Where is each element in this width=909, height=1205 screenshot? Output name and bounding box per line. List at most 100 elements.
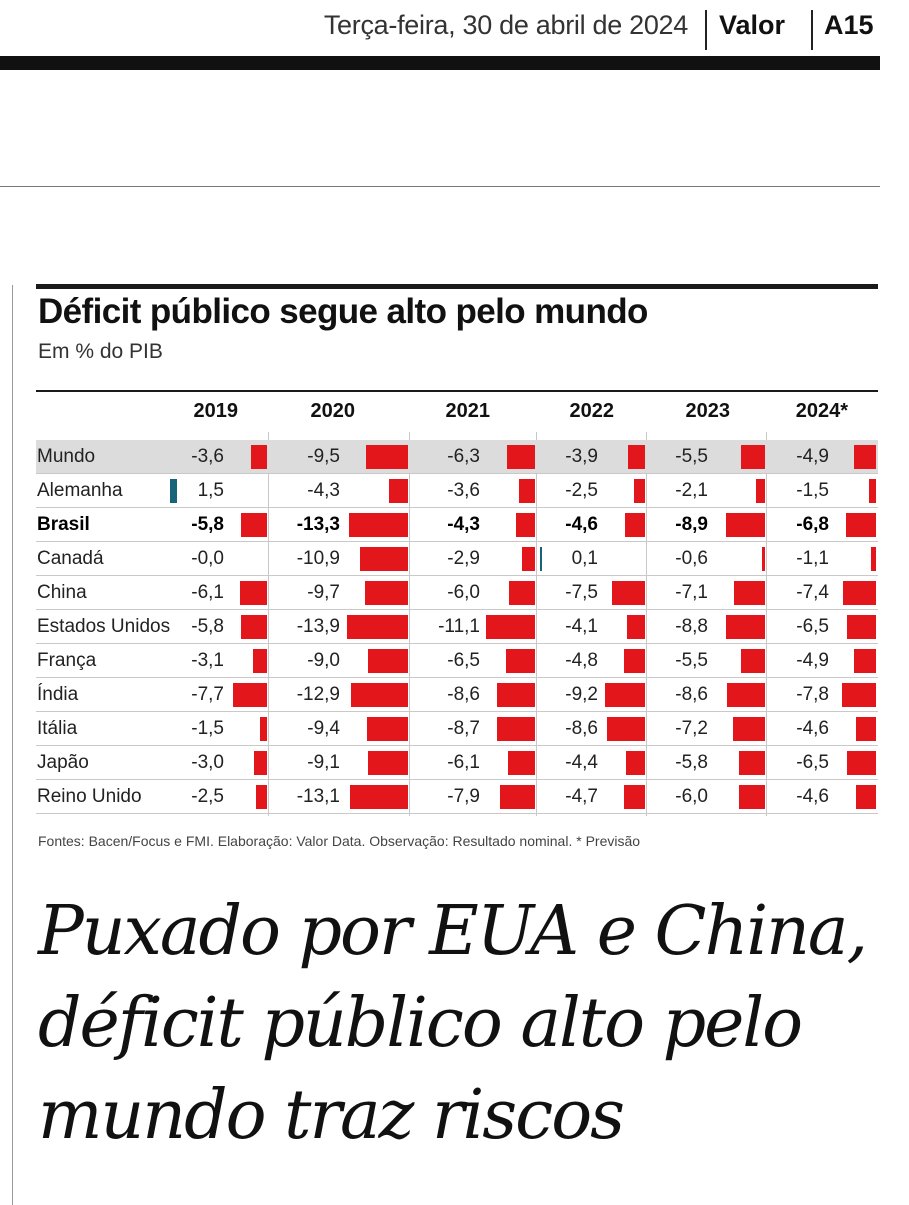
year-header: 2023	[685, 400, 731, 422]
value-label: -0,0	[191, 548, 224, 569]
year-header: 2022	[569, 400, 615, 422]
value-label: -4,9	[796, 446, 829, 467]
value-label: -4,4	[565, 752, 598, 773]
chart-header-rule	[36, 390, 878, 392]
deficit-bar	[733, 581, 765, 605]
deficit-bar	[855, 717, 876, 741]
value-label: -13,3	[296, 514, 340, 535]
country-label: Japão	[37, 752, 89, 773]
value-label: -9,4	[307, 718, 340, 739]
row-divider	[36, 507, 878, 508]
deficit-bar	[500, 785, 535, 809]
deficit-bar	[634, 479, 645, 503]
country-label: Estados Unidos	[37, 616, 171, 637]
deficit-bar	[365, 581, 408, 605]
value-label: -5,8	[191, 514, 224, 535]
masthead-bar	[0, 56, 880, 70]
column-divider	[268, 432, 269, 816]
deficit-bar	[847, 615, 876, 639]
value-label: -8,6	[447, 684, 480, 705]
deficit-bar	[522, 547, 535, 571]
value-label: -6,5	[796, 752, 829, 773]
deficit-bar	[350, 785, 408, 809]
deficit-bar	[624, 513, 645, 537]
year-header: 2024*	[795, 400, 848, 422]
country-label: Canadá	[37, 548, 104, 569]
value-label: -0,6	[675, 548, 708, 569]
deficit-bar	[727, 683, 765, 707]
deficit-bar	[762, 547, 765, 571]
deficit-bar	[367, 751, 408, 775]
value-label: -4,7	[565, 786, 598, 807]
value-label: -7,8	[796, 684, 829, 705]
deficit-bar	[624, 785, 645, 809]
deficit-bar	[251, 445, 267, 469]
masthead-divider	[705, 10, 707, 50]
value-label: -4,8	[565, 650, 598, 671]
value-label: -8,6	[675, 684, 708, 705]
value-label: -13,1	[296, 786, 340, 807]
deficit-bar	[349, 513, 408, 537]
value-label: -1,5	[191, 718, 224, 739]
column-divider	[536, 432, 537, 816]
deficit-bar	[508, 751, 535, 775]
year-header: 2020	[310, 400, 356, 422]
value-label: -5,8	[675, 752, 708, 773]
value-label: -6,1	[447, 752, 480, 773]
value-label: -2,9	[447, 548, 480, 569]
value-label: -3,6	[191, 446, 224, 467]
year-header: 2019	[193, 400, 239, 422]
value-label: -7,7	[191, 684, 224, 705]
deficit-bar	[869, 479, 876, 503]
value-label: 1,5	[197, 480, 224, 501]
deficit-bar	[626, 615, 645, 639]
deficit-bar	[740, 445, 765, 469]
deficit-bar	[240, 581, 267, 605]
column-divider	[409, 432, 410, 816]
row-divider	[36, 779, 878, 780]
value-label: -11,1	[438, 616, 480, 637]
value-label: -4,9	[796, 650, 829, 671]
column-rule	[12, 285, 13, 1205]
deficit-bar	[738, 785, 765, 809]
value-label: -4,1	[565, 616, 598, 637]
deficit-bar	[843, 581, 876, 605]
value-label: -7,1	[675, 582, 708, 603]
column-divider	[766, 432, 767, 816]
issue-date: Terça-feira, 30 de abril de 2024	[323, 10, 688, 40]
value-label: -6,5	[796, 616, 829, 637]
deficit-bar	[497, 683, 535, 707]
deficit-bar	[241, 615, 267, 639]
value-label: -3,9	[565, 446, 598, 467]
deficit-bar	[519, 479, 535, 503]
value-label: -9,7	[307, 582, 340, 603]
chart-top-rule	[36, 284, 878, 289]
value-label: -8,8	[675, 616, 708, 637]
value-label: -3,0	[191, 752, 224, 773]
deficit-bar	[854, 445, 876, 469]
deficit-bar	[506, 649, 535, 673]
deficit-bar	[612, 581, 645, 605]
surplus-bar	[540, 547, 542, 571]
value-label: -9,0	[307, 650, 340, 671]
value-label: -5,5	[675, 446, 708, 467]
value-label: -2,5	[565, 480, 598, 501]
chart-subtitle: Em % do PIB	[38, 340, 163, 363]
value-label: 0,1	[571, 548, 598, 569]
country-label: China	[37, 582, 87, 603]
publication-name: Valor	[719, 10, 786, 40]
deficit-bar	[507, 445, 535, 469]
row-divider	[36, 813, 878, 814]
value-label: -4,3	[447, 514, 480, 535]
value-label: -6,5	[447, 650, 480, 671]
country-label: Brasil	[37, 514, 90, 535]
row-divider	[36, 541, 878, 542]
surplus-bar	[170, 479, 177, 503]
value-label: -6,8	[796, 514, 829, 535]
deficit-bar	[241, 513, 267, 537]
value-label: -8,7	[447, 718, 480, 739]
row-divider	[36, 643, 878, 644]
deficit-bar	[854, 649, 876, 673]
value-label: -8,6	[565, 718, 598, 739]
row-divider	[36, 745, 878, 746]
